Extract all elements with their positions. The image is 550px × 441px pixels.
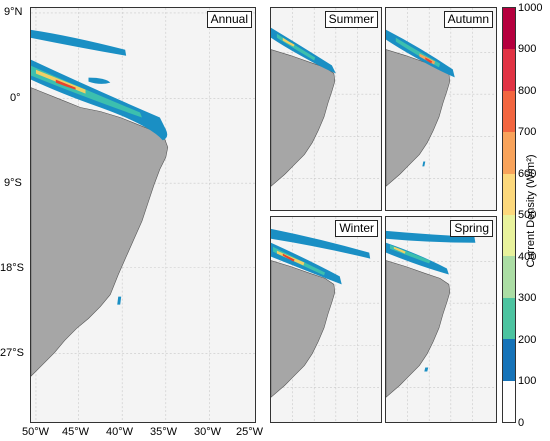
colorbar-seg-100-200: [503, 339, 515, 381]
colorbar-tick-800: 800: [518, 85, 537, 97]
colorbar-seg-900-1000: [503, 8, 515, 50]
panel-title-annual: Annual: [206, 11, 252, 28]
colorbar-tick-500: 500: [518, 209, 537, 221]
winter-map-panel: Winter: [270, 216, 382, 423]
spring-map-panel: Spring: [385, 216, 497, 423]
lon-label-40w: 40°W: [106, 426, 134, 438]
panel-title-summer: Summer: [324, 11, 378, 28]
land-mass: [31, 87, 169, 377]
lat-label-9n: 9°N: [4, 6, 23, 18]
panel-title-autumn: Autumn: [443, 11, 493, 28]
colorbar-seg-0-100: [503, 380, 515, 422]
colorbar-tick-1000: 1000: [518, 2, 543, 14]
current-band-peak: [55, 79, 76, 90]
land-mass: [271, 260, 336, 398]
colorbar-tick-700: 700: [518, 126, 537, 138]
summer-map-panel: Summer: [270, 7, 382, 211]
summer-map: [271, 8, 381, 210]
autumn-map: [386, 8, 496, 210]
lat-label-9s: 9°S: [4, 177, 22, 189]
lon-label-35w: 35°W: [150, 426, 178, 438]
colorbar-tick-0: 0: [518, 417, 525, 429]
panel-title-spring: Spring: [450, 220, 493, 237]
current-band-mid: [31, 65, 143, 118]
colorbar-tick-100: 100: [518, 375, 537, 387]
colorbar-tick-600: 600: [518, 168, 537, 180]
colorbar: [502, 7, 516, 423]
colorbar-seg-700-800: [503, 90, 515, 133]
colorbar-seg-800-900: [503, 49, 515, 91]
lon-label-30w: 30°W: [194, 426, 222, 438]
colorbar-seg-200-300: [503, 297, 515, 340]
current-band-outer: [31, 29, 127, 56]
lat-label-18s: 18°S: [0, 262, 24, 274]
panel-title-winter: Winter: [335, 220, 378, 237]
autumn-map-panel: Autumn: [385, 7, 497, 211]
colorbar-seg-500-600: [503, 173, 515, 215]
spring-map: [386, 217, 496, 422]
colorbar-seg-300-400: [503, 256, 515, 298]
winter-map: [271, 217, 381, 422]
annual-map: [31, 8, 255, 422]
lon-label-25w: 25°W: [236, 426, 264, 438]
lon-label-45w: 45°W: [62, 426, 90, 438]
lon-label-50w: 50°W: [22, 426, 50, 438]
colorbar-tick-900: 900: [518, 43, 537, 55]
colorbar-seg-600-700: [503, 132, 515, 174]
annual-map-panel: Annual: [30, 7, 256, 423]
colorbar-seg-400-500: [503, 215, 515, 257]
land-mass: [271, 49, 336, 187]
colorbar-tick-300: 300: [518, 292, 537, 304]
land-mass: [386, 260, 451, 398]
lat-label-0: 0°: [10, 92, 21, 104]
colorbar-tick-200: 200: [518, 334, 537, 346]
colorbar-tick-400: 400: [518, 251, 537, 263]
colorbar-title: Current Density (W/m²): [525, 154, 537, 268]
lat-label-27s: 27°S: [0, 347, 24, 359]
